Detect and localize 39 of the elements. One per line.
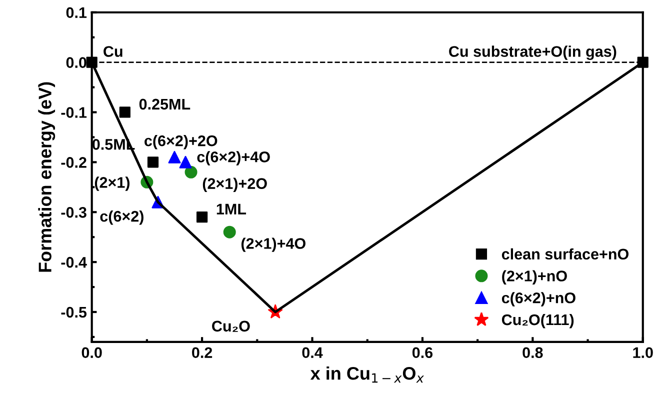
x-tick-label: 0.6 xyxy=(412,347,433,358)
x-tick-label: 0.2 xyxy=(192,347,212,358)
point xyxy=(86,56,98,68)
point xyxy=(179,156,192,168)
point xyxy=(223,226,236,238)
point xyxy=(196,212,208,223)
x-tick-label: 0.4 xyxy=(302,347,323,358)
y-tick-label: -0.5 xyxy=(61,306,87,318)
x-tick-label: 0.8 xyxy=(522,347,543,358)
point xyxy=(168,150,181,164)
y-tick-label: -0.1 xyxy=(61,107,87,118)
point xyxy=(147,156,159,168)
y-tick-label: -0.3 xyxy=(61,206,86,218)
annotation: 1ML xyxy=(216,204,246,214)
point xyxy=(184,166,198,178)
annotation: Cu xyxy=(104,46,122,57)
y-tick-label: 0.0 xyxy=(66,57,86,68)
annotation: (2×1) xyxy=(94,176,130,191)
annotation: c(6×2)+2O xyxy=(144,135,218,150)
annotation: Cu₂O xyxy=(212,320,250,332)
y-tick-label: -0.4 xyxy=(61,256,87,268)
annotation: (2×1)+4O xyxy=(241,238,306,252)
annotation: 0.25ML xyxy=(139,98,190,110)
legend-label: (2×1)+nO xyxy=(502,270,567,284)
annotation: (2×1)+2O xyxy=(202,178,267,192)
legend-label: c(6×2)+nO xyxy=(502,292,576,306)
x-tick-label: 1.0 xyxy=(633,347,653,358)
legend-label: clean surface+nO xyxy=(502,248,628,260)
annotation: c(6×2) xyxy=(100,210,144,225)
y-tick-label: -0.2 xyxy=(61,157,86,168)
point xyxy=(119,106,130,118)
x-axis-title: x in Cu$_{1−x}$O$_{x}$ xyxy=(310,366,424,383)
annotation: Cu substrate+O(in gas) xyxy=(449,46,616,60)
x-tick-label: 0.0 xyxy=(82,347,102,358)
annotation: c(6×2)+4O xyxy=(197,151,270,166)
legend-label: Cu₂O(111) xyxy=(502,314,574,328)
y-axis-title: Formation energy (eV) xyxy=(38,82,56,272)
y-tick-label: 0.1 xyxy=(66,7,87,18)
point xyxy=(637,56,648,68)
